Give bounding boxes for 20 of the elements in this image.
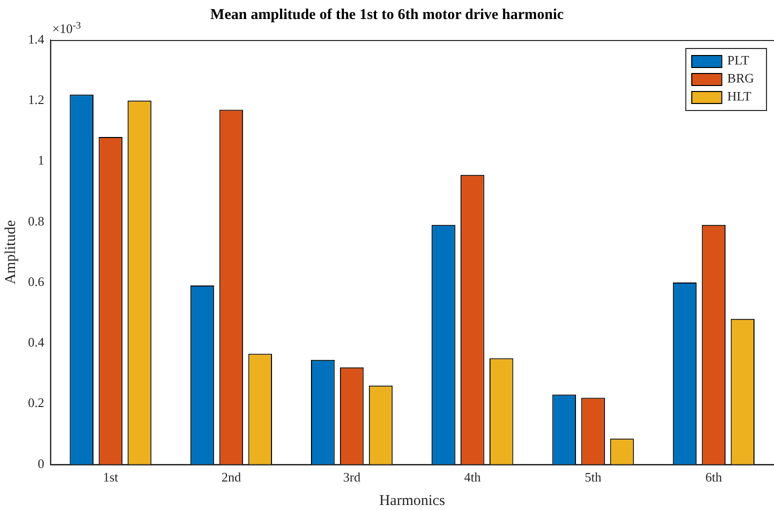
chart-title: Mean amplitude of the 1st to 6th motor drive harmonic bbox=[210, 6, 564, 23]
y-tick-label: 1 bbox=[38, 152, 44, 168]
x-tick-label: 3rd bbox=[343, 470, 361, 485]
x-axis-title: Harmonics bbox=[379, 492, 446, 509]
x-tick-label: 2nd bbox=[221, 470, 242, 485]
y-tick-label: 1.2 bbox=[28, 92, 44, 108]
legend-label: BRG bbox=[727, 70, 754, 86]
legend-label: HLT bbox=[727, 88, 752, 104]
x-tick-label: 6th bbox=[705, 470, 722, 485]
y-tick-label: 0 bbox=[38, 456, 44, 471]
legend-label: PLT bbox=[727, 52, 750, 68]
y-tick-label: 0.2 bbox=[28, 395, 44, 410]
y-tick-label: 0.8 bbox=[28, 213, 44, 228]
x-tick-label: 1st bbox=[102, 470, 119, 485]
y-tick-label: 1.4 bbox=[28, 31, 45, 46]
y-axis-title: Amplitude bbox=[2, 220, 19, 284]
y-tick-label: 0.4 bbox=[28, 334, 45, 350]
x-tick-label: 4th bbox=[464, 470, 482, 485]
y-tick-label: 0.6 bbox=[28, 274, 45, 289]
x-tick-label: 5th bbox=[584, 470, 602, 485]
